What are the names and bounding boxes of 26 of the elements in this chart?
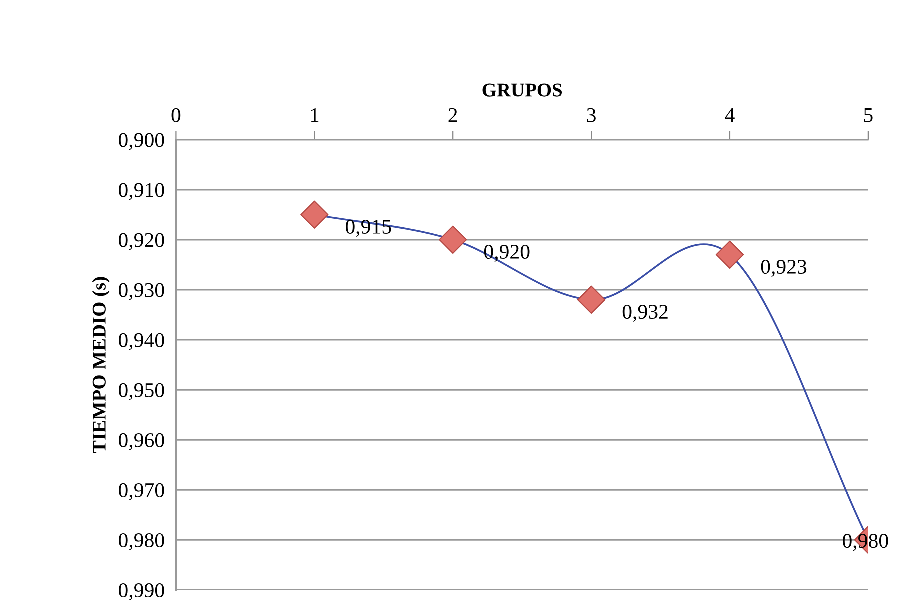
- point: [300, 200, 329, 229]
- x-tick-label: 3: [587, 108, 596, 122]
- data-label: 0,932: [622, 304, 668, 322]
- x-tick-label: 4: [725, 108, 735, 122]
- y-tick-label: 0,980: [119, 533, 164, 551]
- point: [716, 240, 744, 269]
- data-label: 0,920: [484, 244, 530, 262]
- data-label: 0,923: [761, 260, 807, 278]
- y-tick-label: 0,950: [119, 383, 164, 400]
- x-tick-label: 5: [864, 108, 873, 122]
- x-tick-label: 2: [448, 108, 458, 122]
- y-axis-title: TIEMPO MEDIO (s): [92, 277, 110, 454]
- y-tick-label: 0,960: [119, 433, 164, 450]
- y-tick-label: 0,970: [119, 483, 164, 500]
- y-tick-label: 0,990: [119, 584, 164, 601]
- point: [577, 286, 606, 314]
- x-axis-title: GRUPOS: [482, 84, 562, 97]
- point: [439, 226, 468, 254]
- y-tick-label: 0,910: [119, 183, 164, 200]
- data-label: 0,915: [346, 220, 392, 237]
- y-tick-label: 0,900: [119, 133, 164, 150]
- x-tick-label: 0: [172, 108, 181, 122]
- y-tick-label: 0,940: [119, 333, 164, 350]
- y-tick-label: 0,930: [119, 283, 164, 300]
- x-tick-label: 1: [311, 108, 319, 122]
- y-tick-label: 0,920: [119, 233, 164, 250]
